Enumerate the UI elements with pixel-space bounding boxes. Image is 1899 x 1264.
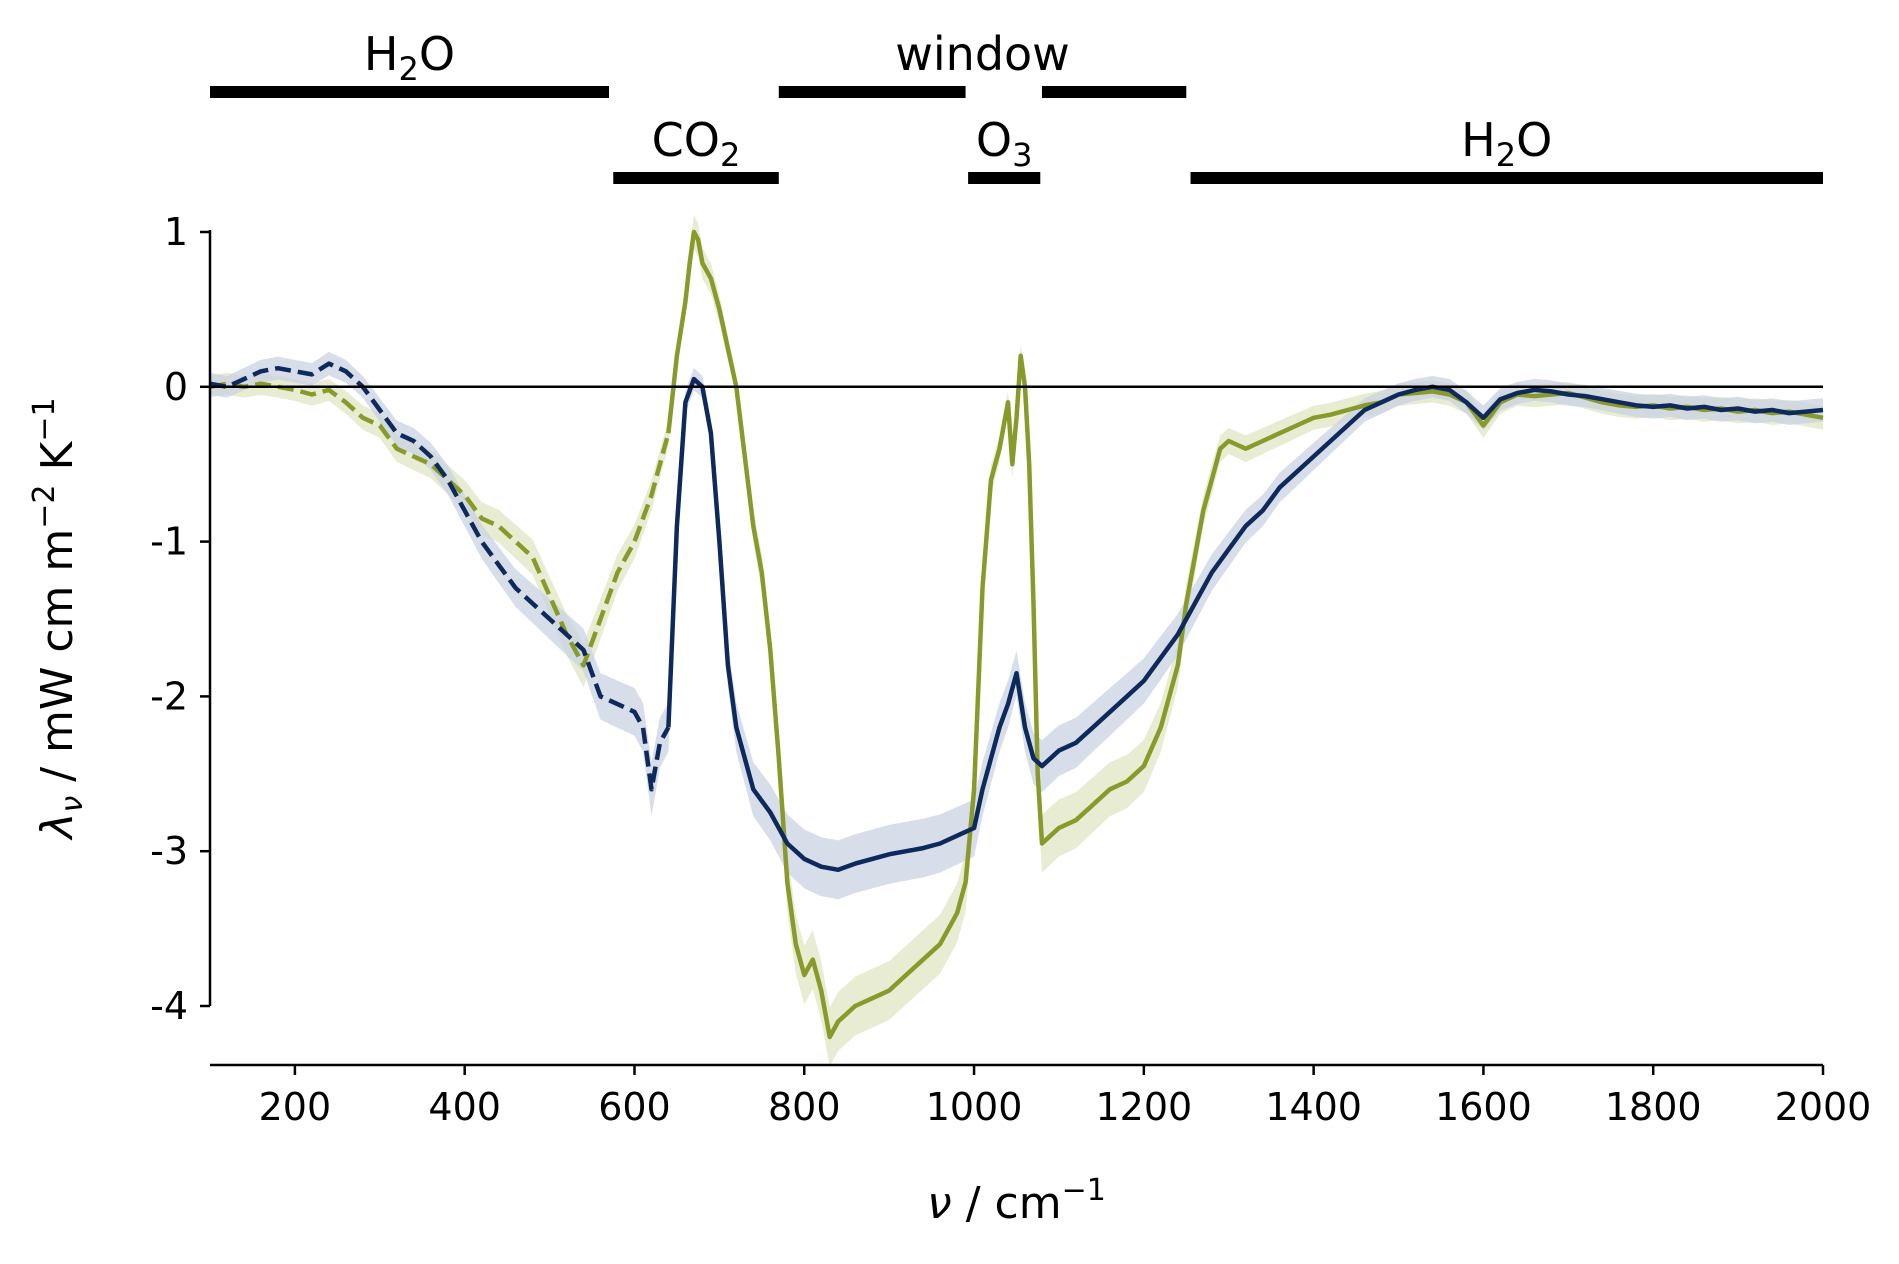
- band-label: window: [895, 27, 1070, 81]
- y-axis-unit-kelvin: K: [32, 440, 83, 484]
- band-label: CO2: [652, 113, 741, 174]
- x-tick-label: 2000: [1775, 1085, 1872, 1129]
- absorption-bands: H2O CO2 window O3 H2O: [210, 27, 1823, 184]
- x-axis-symbol: ν: [927, 1178, 952, 1229]
- y-tick-label: 1: [164, 210, 188, 254]
- x-axis-unit: / cm: [952, 1178, 1062, 1229]
- x-tick-label: 1600: [1435, 1085, 1532, 1129]
- y-tick-label: -2: [150, 674, 188, 718]
- y-axis-title: λν / mW cm m−2 K−1: [27, 397, 90, 840]
- y-axis-unit-exponent-1: −2: [27, 484, 62, 528]
- x-tick-label: 400: [428, 1085, 501, 1129]
- x-tick-label: 200: [259, 1085, 332, 1129]
- y-axis-symbol-subscript: ν: [55, 796, 90, 813]
- y-axis-ticks: 1 0 -1 -2 -3 -4: [150, 210, 210, 1028]
- y-axis-unit: / mW cm m: [32, 529, 83, 796]
- series-1-uncertainty-band: [210, 215, 1823, 1067]
- band-label: O3: [976, 113, 1033, 174]
- band-label: H2O: [1461, 113, 1552, 174]
- data-series: [209, 215, 1824, 1067]
- x-axis-title: ν / cm−1: [927, 1173, 1106, 1229]
- x-tick-label: 600: [598, 1085, 671, 1129]
- x-tick-label: 1000: [926, 1085, 1023, 1129]
- x-axis-ticks: 200 400 600 800 1000 1200 1400 1600 1800 2000: [259, 1065, 1872, 1129]
- y-tick-label: -4: [150, 984, 188, 1028]
- y-axis-unit-exponent-2: −1: [27, 397, 62, 441]
- y-tick-label: -3: [150, 829, 188, 873]
- x-tick-label: 1400: [1265, 1085, 1362, 1129]
- series-1-solid-line: [666, 229, 1824, 1040]
- y-axis-symbol: λ: [32, 813, 83, 841]
- band-label: H2O: [364, 27, 455, 88]
- series-2-solid-line: [666, 376, 1824, 873]
- x-tick-label: 1200: [1095, 1085, 1192, 1129]
- y-tick-label: 0: [164, 365, 188, 409]
- series-2-dashed-line: [209, 361, 671, 792]
- series-1-dashed-line: [209, 381, 671, 668]
- x-axis-unit-exponent: −1: [1062, 1173, 1106, 1208]
- x-tick-label: 1800: [1605, 1085, 1702, 1129]
- x-tick-label: 800: [768, 1085, 841, 1129]
- y-tick-label: -1: [150, 520, 188, 564]
